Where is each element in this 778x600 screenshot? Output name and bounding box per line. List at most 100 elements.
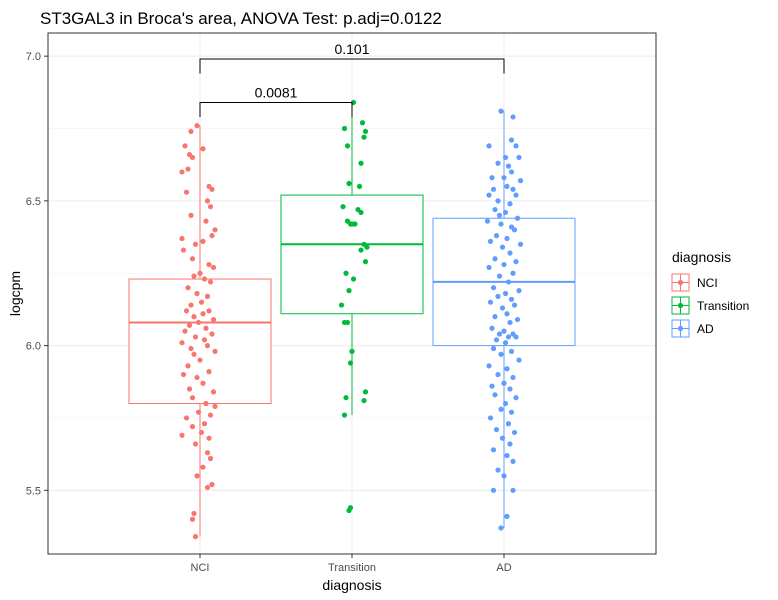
data-point-ad	[495, 160, 501, 166]
data-point-nci	[206, 435, 212, 441]
data-point-ad	[517, 178, 524, 184]
data-point-nci	[192, 241, 199, 247]
data-point-nci	[201, 276, 208, 282]
iqr-box	[280, 194, 424, 315]
data-point-nci	[185, 166, 191, 172]
x-tick-label: Transition	[328, 562, 376, 574]
data-point-nci	[188, 302, 194, 308]
legend-label: NCI	[697, 276, 718, 290]
data-point-nci	[210, 389, 217, 395]
legend-label: AD	[697, 322, 714, 336]
data-point-ad	[490, 186, 497, 192]
data-point-nci	[192, 334, 199, 340]
data-point-ad	[510, 374, 516, 381]
data-point-nci	[191, 510, 197, 517]
data-point-nci	[182, 143, 188, 149]
data-point-transition	[344, 319, 351, 326]
data-point-transition	[341, 125, 348, 132]
data-point-ad	[504, 183, 510, 190]
data-point-ad	[490, 285, 497, 291]
data-point-nci	[197, 270, 203, 276]
data-point-ad	[507, 250, 513, 256]
legend-key-point	[677, 279, 684, 286]
data-point-nci	[212, 403, 218, 409]
data-point-transition	[340, 204, 346, 210]
data-point-nci	[204, 293, 211, 299]
y-tick-label: 6.5	[26, 196, 41, 208]
data-point-transition	[349, 348, 355, 354]
data-point-ad	[496, 212, 503, 218]
data-point-transition	[356, 183, 363, 190]
data-point-nci	[204, 450, 211, 456]
data-point-ad	[508, 296, 515, 302]
data-point-nci	[200, 146, 206, 152]
data-point-ad	[513, 334, 519, 340]
data-point-ad	[490, 345, 497, 352]
data-point-nci	[198, 299, 205, 305]
data-point-ad	[502, 400, 509, 407]
data-point-ad	[489, 383, 495, 389]
data-point-ad	[486, 264, 492, 271]
data-point-nci	[186, 386, 193, 392]
data-point-ad	[498, 406, 504, 412]
data-point-nci	[191, 314, 197, 320]
data-point-ad	[514, 215, 521, 221]
boxes-layer	[128, 102, 576, 537]
data-point-nci	[188, 212, 194, 218]
data-point-nci	[204, 198, 211, 204]
data-point-ad	[501, 261, 507, 268]
data-point-ad	[510, 458, 516, 464]
data-point-nci	[206, 369, 212, 375]
data-point-nci	[200, 311, 206, 317]
data-point-nci	[210, 264, 217, 271]
data-point-ad	[493, 233, 500, 239]
data-point-nci	[204, 343, 211, 349]
data-point-ad	[510, 186, 516, 192]
data-point-nci	[207, 412, 214, 418]
data-point-nci	[191, 273, 197, 279]
data-point-ad	[486, 363, 492, 369]
x-tick-label: AD	[496, 562, 511, 574]
data-point-ad	[513, 143, 519, 149]
data-point-ad	[495, 467, 501, 473]
y-tick-label: 6.0	[26, 341, 41, 353]
data-point-ad	[495, 198, 501, 204]
legend-key-point	[677, 302, 684, 309]
data-point-nci	[206, 261, 212, 268]
data-point-ad	[510, 114, 516, 120]
legend: diagnosis NCI Transition AD	[671, 249, 749, 338]
data-point-ad	[486, 192, 492, 198]
legend-item-ad: AD	[671, 319, 714, 338]
data-point-nci	[203, 218, 209, 224]
data-point-nci	[183, 415, 190, 421]
data-point-ad	[487, 299, 494, 305]
data-point-nci	[189, 516, 196, 522]
data-point-ad	[504, 513, 510, 519]
data-point-ad	[517, 241, 524, 247]
data-point-nci	[209, 233, 215, 239]
data-point-ad	[487, 415, 494, 421]
data-point-ad	[505, 334, 512, 340]
data-point-transition	[346, 180, 352, 187]
data-point-ad	[504, 452, 510, 459]
data-point-transition	[358, 209, 364, 216]
data-point-ad	[492, 256, 498, 262]
data-point-transition	[361, 134, 367, 140]
data-point-transition	[346, 507, 352, 514]
significance-annotations: 0.0081 0.101	[199, 41, 505, 117]
legend-label: Transition	[697, 299, 749, 313]
data-point-ad	[507, 386, 513, 392]
x-axis-title: diagnosis	[322, 577, 381, 593]
data-point-ad	[498, 108, 504, 114]
data-point-ad	[505, 163, 512, 169]
legend-item-nci: NCI	[671, 273, 718, 292]
points-layer	[179, 99, 524, 540]
data-point-ad	[508, 409, 515, 415]
data-point-nci	[194, 290, 200, 297]
data-point-ad	[496, 273, 503, 279]
legend-item-transition: Transition	[671, 296, 749, 315]
data-point-ad	[504, 366, 510, 372]
data-point-ad	[498, 221, 504, 227]
data-point-ad	[501, 380, 507, 386]
data-point-nci	[203, 400, 209, 407]
